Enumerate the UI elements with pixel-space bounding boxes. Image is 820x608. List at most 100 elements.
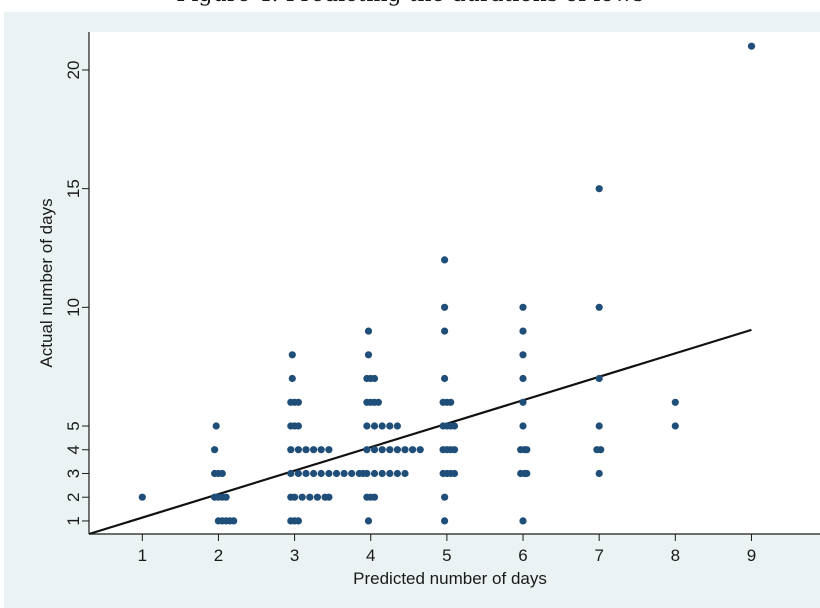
data-point — [450, 422, 459, 430]
data-point — [218, 469, 226, 478]
data-point — [441, 517, 449, 525]
data-point — [222, 493, 230, 501]
data-point — [294, 446, 302, 454]
data-point — [519, 374, 527, 383]
data-point — [441, 493, 449, 501]
data-point — [523, 446, 531, 454]
data-point — [441, 327, 449, 335]
data-point — [294, 469, 302, 478]
data-point — [288, 374, 296, 383]
fit-line — [88, 328, 752, 536]
data-point — [230, 517, 238, 525]
data-point — [595, 374, 603, 383]
data-point — [211, 446, 219, 454]
data-point — [595, 185, 603, 193]
data-point — [310, 446, 318, 454]
data-point — [313, 493, 321, 501]
figure-caption: Figure 4: Predicting the durations of lo… — [0, 0, 820, 12]
data-point — [288, 351, 296, 359]
data-point — [441, 256, 449, 264]
data-point — [370, 422, 379, 430]
data-point — [378, 469, 386, 478]
data-point — [595, 422, 603, 430]
data-point — [597, 446, 605, 454]
x-tick-label: 9 — [747, 546, 756, 565]
y-tick-label: 4 — [64, 445, 83, 454]
data-point — [447, 398, 455, 406]
data-point — [386, 422, 394, 430]
data-point — [294, 517, 302, 525]
x-tick-label: 3 — [290, 546, 299, 565]
data-point — [374, 398, 382, 406]
x-tick-label: 7 — [594, 546, 603, 565]
y-tick-label: 1 — [64, 516, 83, 525]
x-axis-title: Predicted number of days — [353, 569, 547, 588]
data-point — [291, 493, 299, 501]
data-point — [378, 422, 386, 430]
data-point — [519, 398, 527, 406]
data-point — [138, 493, 146, 501]
data-point — [370, 469, 379, 478]
y-tick-label: 5 — [64, 421, 83, 430]
data-point — [523, 469, 531, 478]
data-point — [450, 469, 459, 478]
data-point — [294, 398, 302, 406]
data-point — [298, 493, 306, 501]
data-point — [671, 398, 679, 406]
data-point — [363, 446, 371, 454]
data-point — [386, 469, 394, 478]
data-point — [747, 42, 756, 50]
data-point — [370, 374, 379, 383]
data-point — [340, 469, 348, 478]
data-point — [519, 327, 527, 335]
data-point — [416, 446, 424, 454]
data-point — [302, 469, 310, 478]
data-point — [519, 422, 527, 430]
x-tick-label: 6 — [518, 546, 527, 565]
x-tick-label: 5 — [442, 546, 451, 565]
data-point — [393, 469, 401, 478]
data-point — [441, 303, 449, 311]
data-point — [519, 303, 527, 311]
x-tick-label: 8 — [671, 546, 680, 565]
plot-area — [89, 32, 820, 534]
x-tick-label: 2 — [214, 546, 223, 565]
data-point — [386, 446, 394, 454]
data-point — [378, 446, 386, 454]
data-point — [212, 422, 220, 430]
y-axis-title: Actual number of days — [37, 198, 56, 367]
y-tick-label: 2 — [64, 492, 83, 501]
data-point — [393, 422, 401, 430]
x-tick-label: 4 — [366, 546, 375, 565]
data-point — [363, 422, 371, 430]
data-point — [595, 469, 603, 478]
data-point — [364, 351, 373, 359]
data-point — [519, 351, 527, 359]
data-point — [302, 446, 310, 454]
y-tick-label: 10 — [64, 298, 83, 317]
data-point — [317, 469, 325, 478]
data-point — [332, 469, 341, 478]
data-point — [363, 469, 371, 478]
y-tick-label: 20 — [64, 61, 83, 80]
x-tick-label: 1 — [138, 546, 147, 565]
data-point — [393, 446, 401, 454]
data-point — [364, 327, 373, 335]
data-point — [317, 446, 325, 454]
data-point — [370, 446, 379, 454]
data-point — [671, 422, 679, 430]
data-point — [370, 493, 379, 501]
data-point — [287, 446, 295, 454]
data-point — [450, 446, 459, 454]
data-point — [519, 517, 527, 525]
data-point — [287, 469, 295, 478]
data-point — [325, 493, 333, 501]
data-point — [401, 446, 409, 454]
data-point — [364, 517, 373, 525]
y-tick-label: 15 — [64, 179, 83, 198]
data-point — [306, 493, 314, 501]
data-point — [348, 469, 356, 478]
data-point — [409, 446, 417, 454]
data-point — [401, 469, 409, 478]
